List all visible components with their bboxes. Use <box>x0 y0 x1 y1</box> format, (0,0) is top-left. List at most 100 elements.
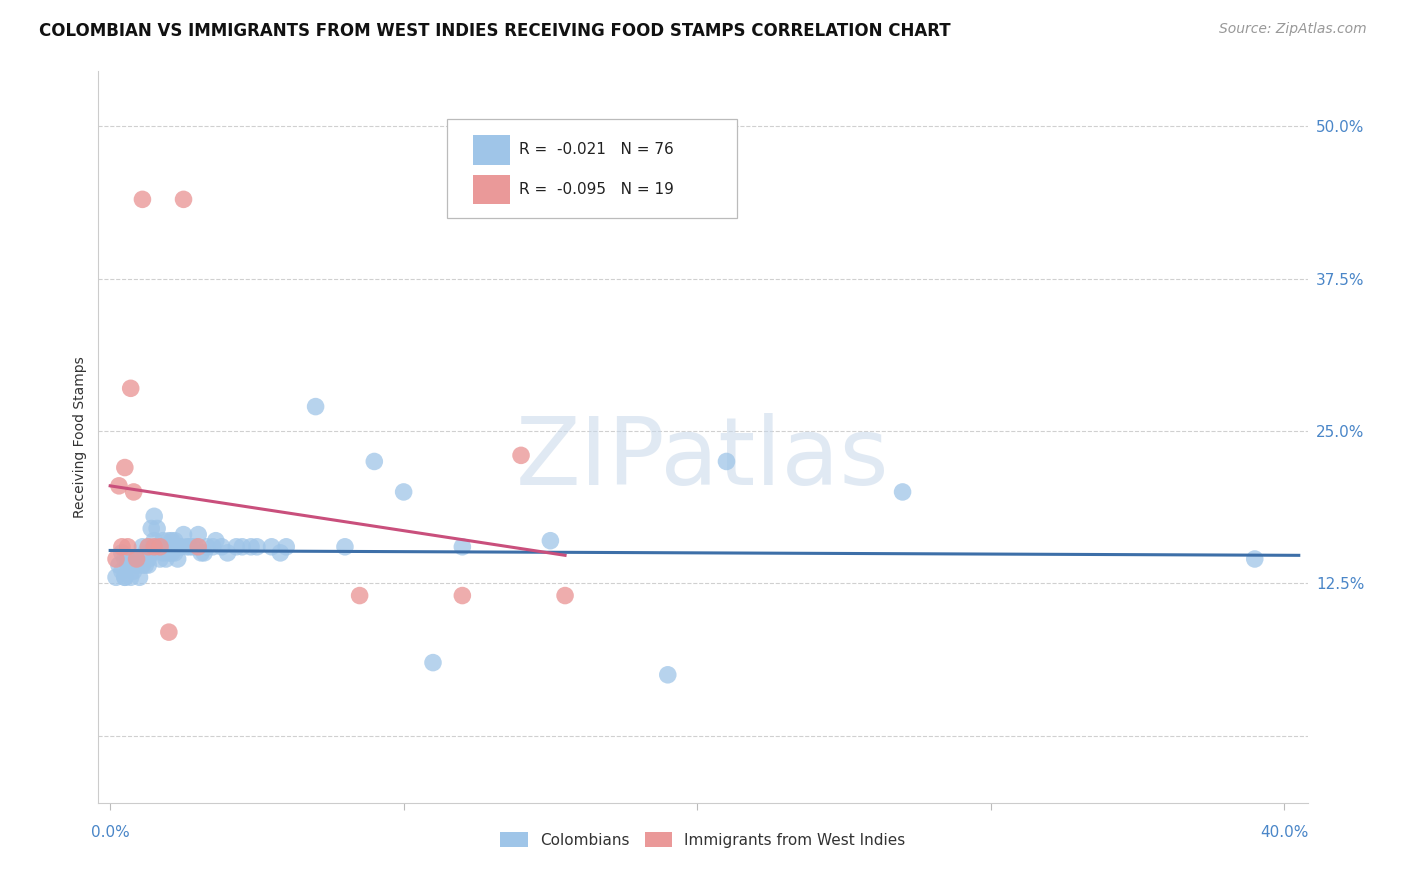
Text: Source: ZipAtlas.com: Source: ZipAtlas.com <box>1219 22 1367 37</box>
Point <box>891 485 914 500</box>
Point <box>225 540 247 554</box>
Point <box>231 540 253 554</box>
Point <box>134 546 156 560</box>
Point <box>333 540 356 554</box>
Point <box>111 546 134 560</box>
Point <box>125 558 148 573</box>
Point <box>152 546 174 560</box>
Point <box>146 521 169 535</box>
Point <box>128 552 150 566</box>
Point <box>204 533 226 548</box>
Point <box>166 552 188 566</box>
Point <box>131 193 153 207</box>
Point <box>195 540 218 554</box>
Point <box>136 552 159 566</box>
Point <box>260 540 283 554</box>
Point <box>187 540 209 554</box>
Point <box>181 540 204 554</box>
Point <box>111 540 134 554</box>
Point <box>716 454 738 468</box>
Point <box>163 546 186 560</box>
Point <box>451 589 474 603</box>
Point <box>122 552 145 566</box>
Point <box>363 454 385 468</box>
Point <box>657 667 679 682</box>
Point <box>554 589 576 603</box>
Point <box>105 552 128 566</box>
Point <box>111 564 134 578</box>
Point <box>125 552 148 566</box>
Point <box>190 546 212 560</box>
Point <box>117 540 139 554</box>
Point <box>211 540 233 554</box>
Text: COLOMBIAN VS IMMIGRANTS FROM WEST INDIES RECEIVING FOOD STAMPS CORRELATION CHART: COLOMBIAN VS IMMIGRANTS FROM WEST INDIES… <box>39 22 950 40</box>
Point <box>117 558 139 573</box>
Point <box>304 400 326 414</box>
Point <box>120 381 142 395</box>
Point <box>157 625 180 640</box>
Text: 0.0%: 0.0% <box>91 825 129 839</box>
Point <box>114 570 136 584</box>
Point <box>143 540 166 554</box>
Text: ZIPatlas: ZIPatlas <box>516 413 890 505</box>
Point <box>149 540 172 554</box>
Text: 40.0%: 40.0% <box>1260 825 1309 839</box>
Point <box>143 509 166 524</box>
Point <box>184 540 207 554</box>
Point <box>114 570 136 584</box>
Point <box>152 533 174 548</box>
Point <box>187 527 209 541</box>
Point <box>1243 552 1265 566</box>
Point <box>122 485 145 500</box>
Point <box>108 479 131 493</box>
Point <box>157 533 180 548</box>
Point <box>146 540 169 554</box>
Point <box>276 540 298 554</box>
Point <box>451 540 474 554</box>
Point <box>136 540 159 554</box>
Point <box>240 540 263 554</box>
Point <box>392 485 415 500</box>
Bar <box>474 175 509 204</box>
Point <box>136 558 159 573</box>
Point <box>157 546 180 560</box>
Point <box>349 589 371 603</box>
Point <box>160 546 183 560</box>
Point <box>169 540 191 554</box>
Point <box>131 540 153 554</box>
Point <box>108 558 131 573</box>
Point <box>246 540 269 554</box>
Text: R =  -0.095   N = 19: R = -0.095 N = 19 <box>519 182 673 197</box>
Point <box>163 533 186 548</box>
Point <box>114 460 136 475</box>
Point <box>120 570 142 584</box>
Bar <box>474 136 509 165</box>
Point <box>105 570 128 584</box>
Point <box>117 552 139 566</box>
Point <box>510 449 533 463</box>
Point <box>125 558 148 573</box>
Point <box>217 546 239 560</box>
Point <box>141 546 163 560</box>
Point <box>141 521 163 535</box>
Point <box>136 540 159 554</box>
Point <box>134 558 156 573</box>
Point <box>155 552 177 566</box>
Point <box>149 552 172 566</box>
Point <box>173 527 195 541</box>
Point <box>269 546 291 560</box>
Point <box>128 570 150 584</box>
Text: R =  -0.021   N = 76: R = -0.021 N = 76 <box>519 143 673 158</box>
Point <box>422 656 444 670</box>
Point <box>120 552 142 566</box>
FancyBboxPatch shape <box>447 119 737 218</box>
Point <box>201 540 224 554</box>
Point <box>143 533 166 548</box>
Point <box>131 558 153 573</box>
Point <box>179 540 201 554</box>
Point <box>160 533 183 548</box>
Point <box>176 540 198 554</box>
Point <box>173 193 195 207</box>
Point <box>114 552 136 566</box>
Point <box>166 540 188 554</box>
